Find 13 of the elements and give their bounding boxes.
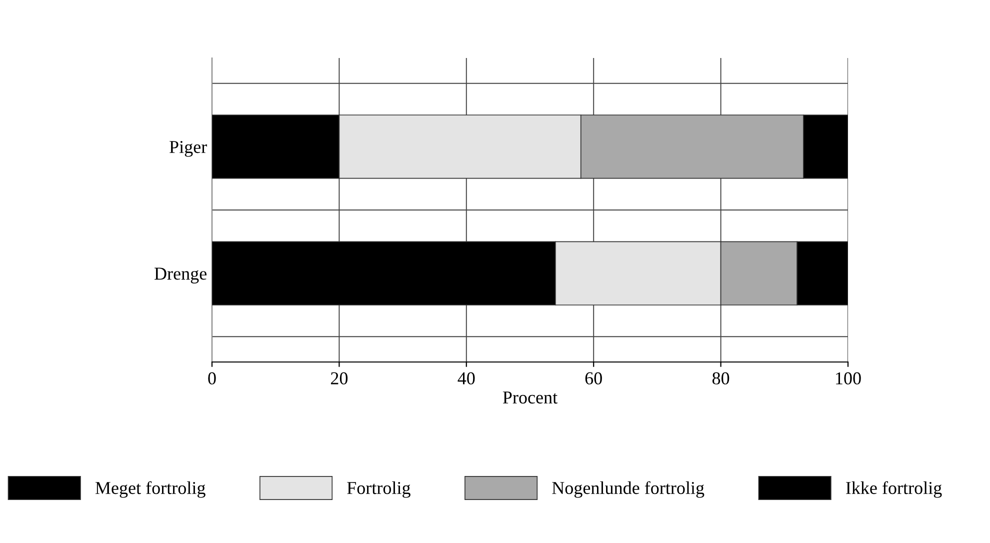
legend-label: Ikke fortrolig (846, 481, 942, 498)
legend-label: Meget fortrolig (95, 481, 206, 498)
x-tick-label: 80 (712, 372, 730, 384)
x-tick-label: 20 (330, 372, 348, 384)
y-tick-label: Drenge (154, 268, 207, 284)
x-tick-label: 0 (208, 372, 216, 384)
x-axis-title: Procent (502, 392, 558, 404)
legend-label: Fortrolig (347, 481, 410, 498)
x-tick-label: 60 (585, 372, 602, 384)
y-tick-label: Piger (170, 140, 207, 157)
x-tick-label: 100 (836, 372, 861, 384)
x-tick-label: 40 (458, 372, 475, 384)
legend-label: Nogenlunde fortrolig (552, 481, 704, 498)
